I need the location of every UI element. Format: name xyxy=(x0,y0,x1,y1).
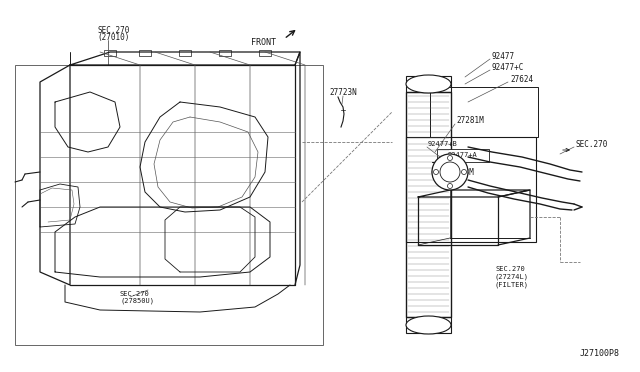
Text: 27723N: 27723N xyxy=(329,87,357,96)
Circle shape xyxy=(432,154,468,190)
Text: FRONT: FRONT xyxy=(251,38,276,46)
Text: (27010): (27010) xyxy=(97,32,129,42)
Text: 92477: 92477 xyxy=(492,51,515,61)
Text: 27281M: 27281M xyxy=(456,115,484,125)
Ellipse shape xyxy=(406,316,451,334)
Text: 92477+B: 92477+B xyxy=(428,141,458,147)
Text: (27850U): (27850U) xyxy=(120,298,154,304)
Bar xyxy=(406,76,451,92)
Bar xyxy=(104,50,116,56)
Text: 92477+C: 92477+C xyxy=(492,62,524,71)
Circle shape xyxy=(433,170,438,174)
Bar xyxy=(406,92,451,317)
Ellipse shape xyxy=(406,75,451,93)
Text: (FILTER): (FILTER) xyxy=(495,282,529,288)
Bar xyxy=(430,87,538,137)
Circle shape xyxy=(447,155,452,160)
Circle shape xyxy=(447,183,452,189)
Text: 92477+A: 92477+A xyxy=(448,152,478,158)
Bar xyxy=(139,50,151,56)
Text: SEC.270: SEC.270 xyxy=(97,26,129,35)
Text: (27274L): (27274L) xyxy=(495,274,529,280)
Text: J27100P8: J27100P8 xyxy=(580,350,620,359)
Bar xyxy=(437,149,489,162)
Bar xyxy=(406,137,536,242)
Bar xyxy=(179,50,191,56)
Bar xyxy=(259,50,271,56)
Text: 27283M: 27283M xyxy=(446,167,474,176)
Text: SEC.270: SEC.270 xyxy=(495,266,525,272)
Text: 27624: 27624 xyxy=(510,74,533,83)
Text: SEC.270: SEC.270 xyxy=(120,291,150,297)
Bar xyxy=(406,317,451,333)
Circle shape xyxy=(461,170,467,174)
Text: SEC.270: SEC.270 xyxy=(576,140,609,148)
Bar xyxy=(15,65,323,345)
Bar xyxy=(219,50,231,56)
